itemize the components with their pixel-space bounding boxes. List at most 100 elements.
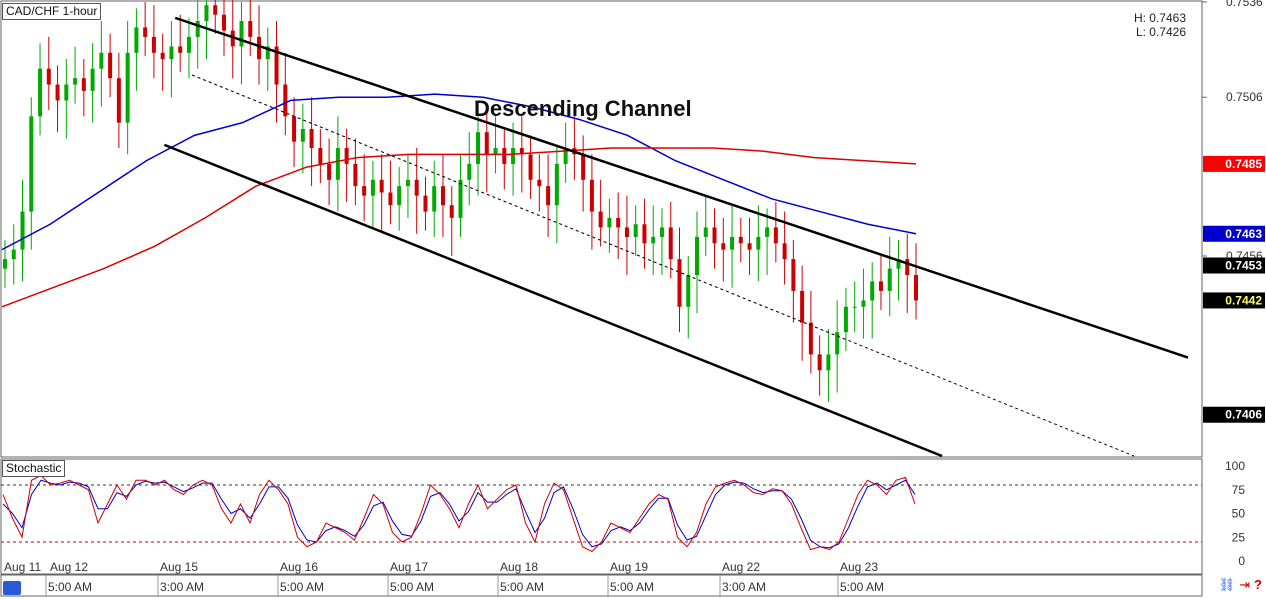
- candle-body: [703, 227, 708, 237]
- candle-body: [309, 128, 314, 149]
- candle-body: [887, 268, 892, 291]
- price-tag-label: 0.7485: [1225, 157, 1262, 171]
- candle-body: [160, 52, 165, 60]
- candle-body: [143, 27, 148, 37]
- candle-body: [178, 46, 183, 53]
- candle-body: [493, 148, 498, 155]
- candle-body: [747, 243, 752, 250]
- candle-body: [896, 259, 901, 269]
- candle-body: [721, 243, 726, 250]
- candle-body: [292, 116, 297, 142]
- stochastic-panel: [0, 458, 1203, 575]
- candle-body: [335, 148, 340, 180]
- price-tag: [1203, 292, 1265, 309]
- candle-body: [248, 21, 253, 37]
- stochastic-tick-label: 50: [1232, 507, 1246, 521]
- candle-body: [677, 259, 682, 307]
- candle-body: [765, 227, 770, 237]
- price-tag: [1203, 257, 1265, 274]
- candle-body: [108, 52, 113, 79]
- main-panel: [0, 0, 1203, 458]
- candle-body: [405, 179, 410, 187]
- price-tick-label: 0.7536: [1226, 0, 1263, 9]
- stochastic-tick-label: 75: [1232, 483, 1246, 497]
- price-tag-label: 0.7453: [1225, 259, 1262, 273]
- date-label: Aug 18: [500, 560, 538, 574]
- candle-body: [125, 52, 130, 123]
- candle-body: [414, 179, 419, 196]
- candle-body: [484, 132, 489, 155]
- candle-body: [55, 84, 60, 101]
- candle-body: [668, 227, 673, 260]
- channel-layer: [163, 16, 1189, 458]
- candle-body: [563, 148, 568, 164]
- candle-body: [537, 179, 542, 187]
- link-icon[interactable]: ⛓: [1218, 577, 1236, 592]
- time-label: 3:00 AM: [722, 580, 766, 594]
- candle-body: [29, 116, 34, 212]
- candle-body: [3, 259, 7, 269]
- candle-body: [467, 163, 472, 180]
- time-axis-panel: [0, 574, 1203, 597]
- candle-body: [476, 132, 481, 164]
- moving-averages-layer: [1, 93, 917, 308]
- candle-body: [353, 163, 358, 187]
- candle-body: [861, 300, 866, 307]
- candle-body: [344, 148, 349, 164]
- candle-body: [195, 21, 200, 37]
- candle-body: [817, 354, 822, 371]
- date-label: Aug 19: [610, 560, 648, 574]
- candle-body: [230, 30, 235, 47]
- candle-body: [843, 306, 848, 333]
- candle-body: [905, 259, 910, 276]
- candle-body: [546, 186, 551, 206]
- stochastic-tick-label: 25: [1232, 530, 1246, 544]
- candle-body: [616, 217, 621, 228]
- candle-body: [20, 211, 25, 250]
- chart-toolbar: ⛓ ⇥ ?: [1219, 577, 1262, 593]
- date-label: Aug 11: [4, 560, 41, 574]
- candle-body: [519, 148, 524, 155]
- candle-body: [852, 306, 857, 308]
- date-label: Aug 16: [280, 560, 318, 574]
- candle-body: [633, 224, 638, 237]
- candle-body: [362, 186, 367, 196]
- candle-body: [90, 68, 95, 91]
- price-tick-label: 0.7506: [1226, 90, 1263, 104]
- candle-body: [589, 179, 594, 212]
- candle-body: [46, 68, 51, 85]
- symbol-label: CAD/CHF 1-hour: [2, 3, 102, 20]
- stochastic-layer: 100 75 50 25 0: [1, 459, 1245, 568]
- candle-body: [730, 236, 735, 250]
- candle-body: [300, 128, 305, 142]
- candle-body: [502, 148, 507, 164]
- help-icon[interactable]: ?: [1254, 577, 1262, 592]
- candle-body: [257, 36, 262, 60]
- candle-body: [265, 46, 270, 60]
- candle-body: [379, 179, 384, 193]
- candle-body: [511, 148, 516, 164]
- candle-body: [791, 259, 796, 291]
- date-label: Aug 17: [390, 560, 428, 574]
- candle-body: [458, 179, 463, 218]
- candle-body: [239, 21, 244, 47]
- candle-body: [327, 163, 332, 180]
- candle-body: [274, 46, 279, 85]
- menu-icon[interactable]: [3, 581, 21, 595]
- high-readout: H: 0.7463: [1133, 11, 1186, 25]
- candle-body: [169, 46, 174, 60]
- sma-red-line: [1, 147, 917, 308]
- candle-body: [914, 275, 918, 301]
- candle-body: [554, 163, 559, 206]
- candle-body: [449, 205, 454, 218]
- candle-body: [134, 27, 139, 53]
- candle-body: [283, 84, 288, 117]
- candle-body: [598, 211, 603, 228]
- candle-body: [800, 290, 805, 323]
- date-label: Aug 15: [160, 560, 198, 574]
- channel-lower-line: [163, 143, 943, 458]
- arrow-icon[interactable]: ⇥: [1239, 577, 1251, 592]
- candle-body: [835, 332, 840, 355]
